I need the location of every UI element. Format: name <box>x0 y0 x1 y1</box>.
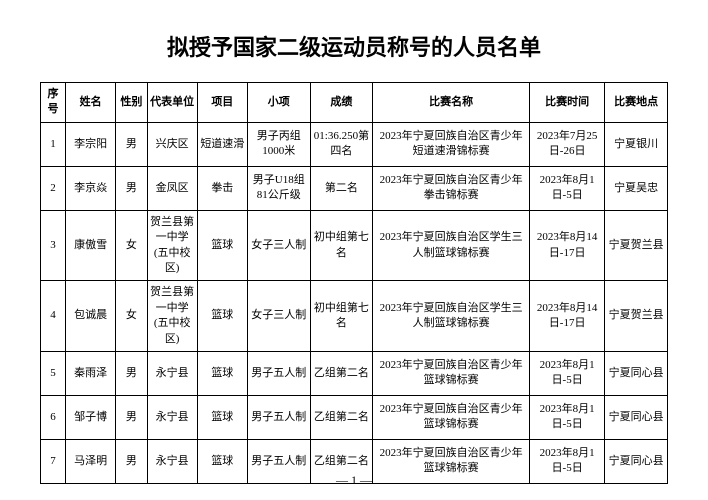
cell-name: 李京焱 <box>66 166 116 210</box>
cell-idx: 1 <box>41 122 66 166</box>
cell-time: 2023年8月1日-5日 <box>530 351 605 395</box>
cell-unit: 贺兰县第一中学(五中校区) <box>147 210 197 281</box>
cell-comp: 2023年宁夏回族自治区青少年短道速滑锦标赛 <box>373 122 530 166</box>
cell-time: 2023年8月14日-17日 <box>530 281 605 352</box>
table-body: 1李宗阳男兴庆区短道速滑男子丙组1000米01:36.250第四名2023年宁夏… <box>41 122 668 483</box>
cell-time: 2023年8月1日-5日 <box>530 395 605 439</box>
header-idx: 序号 <box>41 83 66 123</box>
cell-result: 乙组第二名 <box>310 395 373 439</box>
cell-idx: 3 <box>41 210 66 281</box>
cell-unit: 金凤区 <box>147 166 197 210</box>
cell-idx: 2 <box>41 166 66 210</box>
cell-sport: 短道速滑 <box>197 122 247 166</box>
cell-loc: 宁夏银川 <box>605 122 668 166</box>
cell-sex: 男 <box>116 395 147 439</box>
cell-sport: 拳击 <box>197 166 247 210</box>
table-row: 2李京焱男金凤区拳击男子U18组81公斤级第二名2023年宁夏回族自治区青少年拳… <box>41 166 668 210</box>
cell-time: 2023年8月1日-5日 <box>530 166 605 210</box>
cell-idx: 5 <box>41 351 66 395</box>
table-row: 3康傲雪女贺兰县第一中学(五中校区)篮球女子三人制初中组第七名2023年宁夏回族… <box>41 210 668 281</box>
cell-event: 男子五人制 <box>247 395 310 439</box>
cell-sex: 男 <box>116 166 147 210</box>
cell-time: 2023年7月25日-26日 <box>530 122 605 166</box>
table-row: 1李宗阳男兴庆区短道速滑男子丙组1000米01:36.250第四名2023年宁夏… <box>41 122 668 166</box>
cell-name: 康傲雪 <box>66 210 116 281</box>
cell-sex: 男 <box>116 122 147 166</box>
table-row: 5秦雨泽男永宁县篮球男子五人制乙组第二名2023年宁夏回族自治区青少年篮球锦标赛… <box>41 351 668 395</box>
header-sex: 性别 <box>116 83 147 123</box>
cell-event: 男子丙组1000米 <box>247 122 310 166</box>
table-row: 4包诚晨女贺兰县第一中学(五中校区)篮球女子三人制初中组第七名2023年宁夏回族… <box>41 281 668 352</box>
cell-comp: 2023年宁夏回族自治区学生三人制篮球锦标赛 <box>373 281 530 352</box>
cell-result: 01:36.250第四名 <box>310 122 373 166</box>
header-name: 姓名 <box>66 83 116 123</box>
cell-unit: 贺兰县第一中学(五中校区) <box>147 281 197 352</box>
cell-idx: 6 <box>41 395 66 439</box>
cell-sport: 篮球 <box>197 210 247 281</box>
cell-result: 第二名 <box>310 166 373 210</box>
cell-comp: 2023年宁夏回族自治区青少年拳击锦标赛 <box>373 166 530 210</box>
cell-time: 2023年8月14日-17日 <box>530 210 605 281</box>
cell-event: 男子U18组81公斤级 <box>247 166 310 210</box>
cell-unit: 兴庆区 <box>147 122 197 166</box>
cell-result: 乙组第二名 <box>310 351 373 395</box>
athletes-table: 序号 姓名 性别 代表单位 项目 小项 成绩 比赛名称 比赛时间 比赛地点 1李… <box>40 82 668 484</box>
cell-name: 秦雨泽 <box>66 351 116 395</box>
cell-loc: 宁夏贺兰县 <box>605 281 668 352</box>
cell-sport: 篮球 <box>197 281 247 352</box>
table-header-row: 序号 姓名 性别 代表单位 项目 小项 成绩 比赛名称 比赛时间 比赛地点 <box>41 83 668 123</box>
cell-loc: 宁夏同心县 <box>605 395 668 439</box>
cell-idx: 4 <box>41 281 66 352</box>
header-comp: 比赛名称 <box>373 83 530 123</box>
header-time: 比赛时间 <box>530 83 605 123</box>
cell-comp: 2023年宁夏回族自治区青少年篮球锦标赛 <box>373 395 530 439</box>
header-unit: 代表单位 <box>147 83 197 123</box>
cell-loc: 宁夏同心县 <box>605 351 668 395</box>
cell-sex: 女 <box>116 210 147 281</box>
header-result: 成绩 <box>310 83 373 123</box>
cell-event: 男子五人制 <box>247 351 310 395</box>
cell-comp: 2023年宁夏回族自治区学生三人制篮球锦标赛 <box>373 210 530 281</box>
cell-unit: 永宁县 <box>147 351 197 395</box>
cell-sex: 男 <box>116 351 147 395</box>
cell-comp: 2023年宁夏回族自治区青少年篮球锦标赛 <box>373 351 530 395</box>
cell-sex: 女 <box>116 281 147 352</box>
cell-sport: 篮球 <box>197 395 247 439</box>
cell-event: 女子三人制 <box>247 281 310 352</box>
cell-sport: 篮球 <box>197 351 247 395</box>
page-number: — 1 — <box>0 473 708 488</box>
page-title: 拟授予国家二级运动员称号的人员名单 <box>40 30 668 62</box>
cell-loc: 宁夏贺兰县 <box>605 210 668 281</box>
header-loc: 比赛地点 <box>605 83 668 123</box>
cell-event: 女子三人制 <box>247 210 310 281</box>
cell-result: 初中组第七名 <box>310 210 373 281</box>
cell-loc: 宁夏吴忠 <box>605 166 668 210</box>
header-sport: 项目 <box>197 83 247 123</box>
cell-name: 邹子博 <box>66 395 116 439</box>
header-event: 小项 <box>247 83 310 123</box>
cell-result: 初中组第七名 <box>310 281 373 352</box>
cell-name: 包诚晨 <box>66 281 116 352</box>
cell-name: 李宗阳 <box>66 122 116 166</box>
table-row: 6邹子博男永宁县篮球男子五人制乙组第二名2023年宁夏回族自治区青少年篮球锦标赛… <box>41 395 668 439</box>
cell-unit: 永宁县 <box>147 395 197 439</box>
